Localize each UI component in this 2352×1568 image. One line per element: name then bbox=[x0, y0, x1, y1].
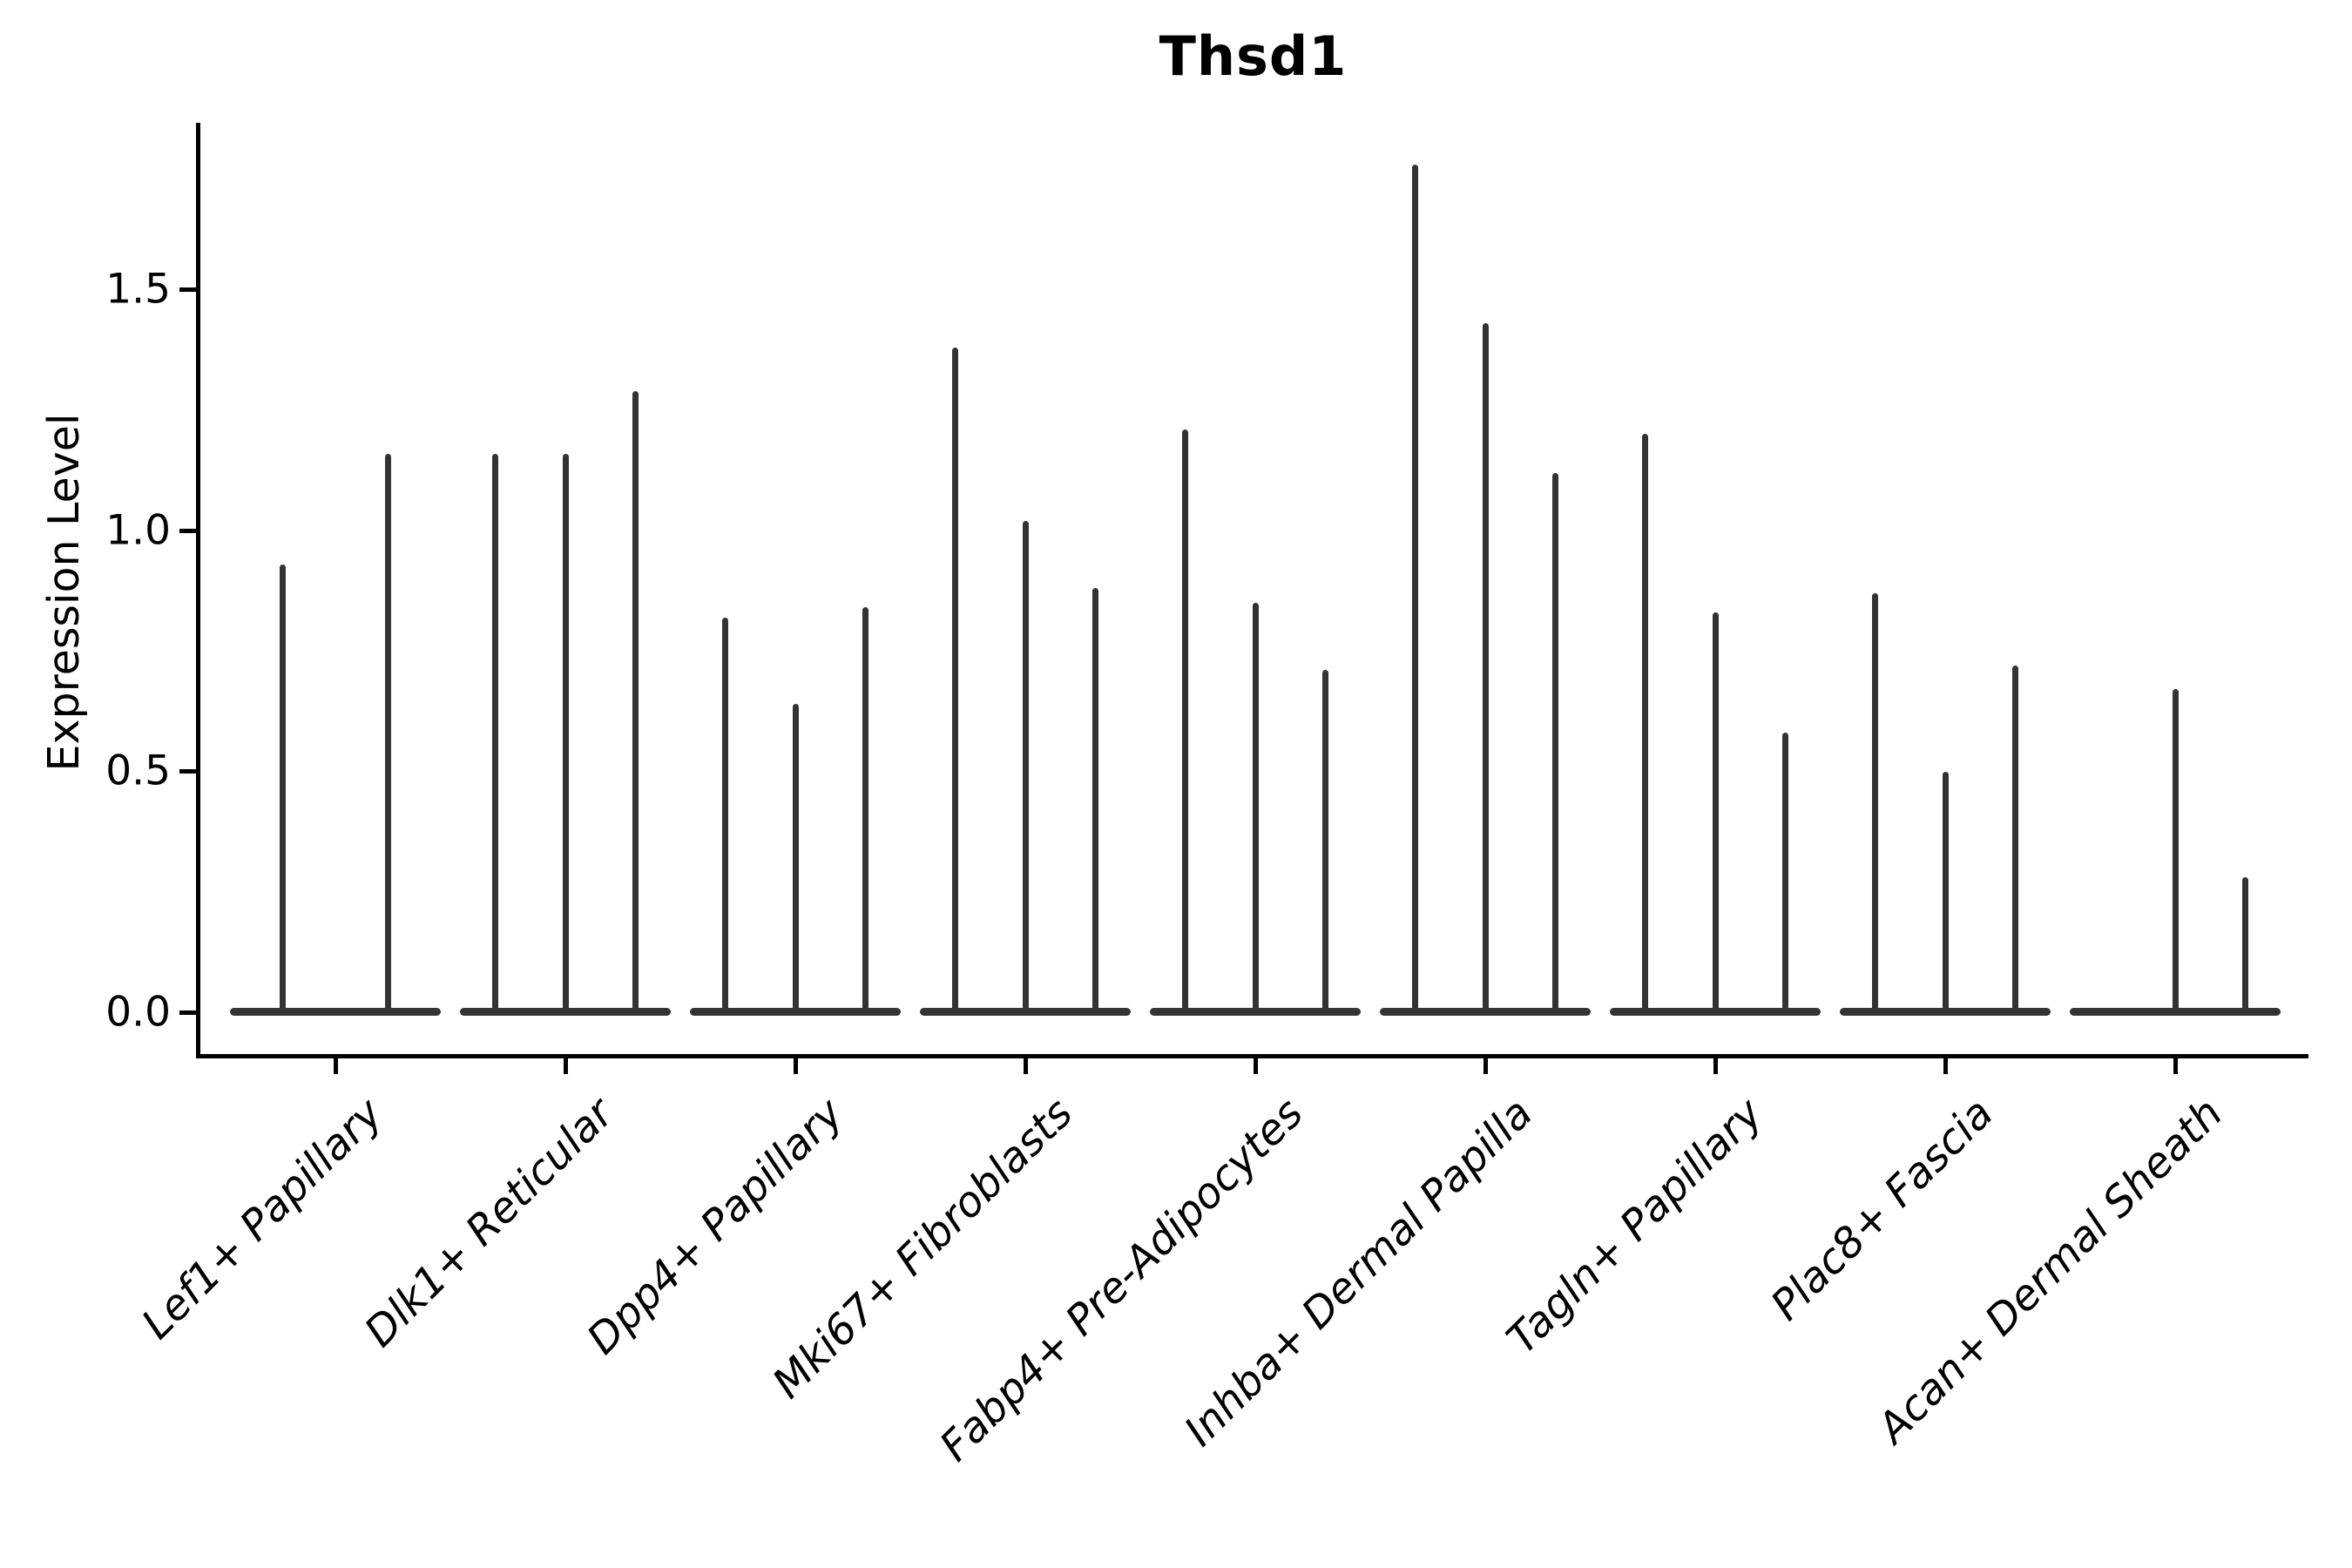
violin-spike bbox=[1942, 771, 1949, 1016]
violin-spike bbox=[951, 347, 958, 1016]
violin-spike bbox=[1322, 670, 1329, 1016]
y-tick bbox=[179, 769, 198, 774]
x-tick bbox=[1253, 1056, 1258, 1074]
violin-spike bbox=[1871, 592, 1878, 1016]
x-tick bbox=[793, 1056, 798, 1074]
violin-spike bbox=[862, 607, 869, 1016]
violin-spike bbox=[1181, 429, 1188, 1016]
violin-spike bbox=[721, 617, 728, 1016]
violin-spike bbox=[1641, 434, 1648, 1016]
violin-spike bbox=[1092, 588, 1099, 1016]
x-tick bbox=[2173, 1056, 2178, 1074]
x-tick bbox=[563, 1056, 568, 1074]
violin-spike bbox=[792, 704, 799, 1016]
violin-spike bbox=[1252, 602, 1259, 1016]
violin-base bbox=[230, 1008, 441, 1016]
violin-spike bbox=[1482, 323, 1489, 1016]
x-axis-spine bbox=[196, 1054, 2308, 1058]
y-axis-spine bbox=[196, 123, 200, 1058]
violin-spike bbox=[491, 453, 498, 1016]
y-tick bbox=[179, 528, 198, 533]
y-tick-label: 1.5 bbox=[105, 265, 171, 314]
violin-spike bbox=[385, 453, 391, 1016]
violin-spike bbox=[632, 390, 639, 1016]
x-tick bbox=[333, 1056, 338, 1074]
x-tick bbox=[1713, 1056, 1718, 1074]
violin-spike bbox=[1552, 472, 1559, 1016]
violin-spike bbox=[562, 453, 569, 1016]
x-axis-label: Dlk1+ Reticular bbox=[355, 1089, 623, 1357]
y-tick bbox=[179, 1010, 198, 1015]
y-tick-label: 0.0 bbox=[105, 988, 171, 1037]
x-tick bbox=[1023, 1056, 1028, 1074]
x-axis-label: Lef1+ Papillary bbox=[132, 1089, 393, 1349]
violin-spike bbox=[1712, 612, 1719, 1016]
violin-spike bbox=[1782, 733, 1789, 1016]
violin-spike bbox=[1022, 520, 1029, 1016]
chart-title: Thsd1 bbox=[1159, 24, 1348, 88]
x-axis-label: Tagln+ Papillary bbox=[1497, 1089, 1773, 1364]
violin-spike bbox=[2242, 877, 2249, 1016]
y-tick bbox=[179, 287, 198, 292]
x-axis-label: Plac8+ Fascia bbox=[1761, 1089, 2003, 1330]
y-tick-label: 0.5 bbox=[105, 747, 171, 795]
violin-spike bbox=[2172, 689, 2179, 1016]
violin-spike bbox=[2012, 665, 2019, 1016]
x-axis-label: Dpp4+ Papillary bbox=[578, 1089, 853, 1364]
violin-spike bbox=[280, 564, 286, 1016]
y-tick-label: 1.0 bbox=[105, 506, 171, 555]
x-tick bbox=[1483, 1056, 1488, 1074]
violin-spike bbox=[1411, 164, 1418, 1016]
x-axis-label: Fabp4+ Pre-Adipocytes bbox=[930, 1089, 1313, 1471]
x-tick bbox=[1943, 1056, 1948, 1074]
